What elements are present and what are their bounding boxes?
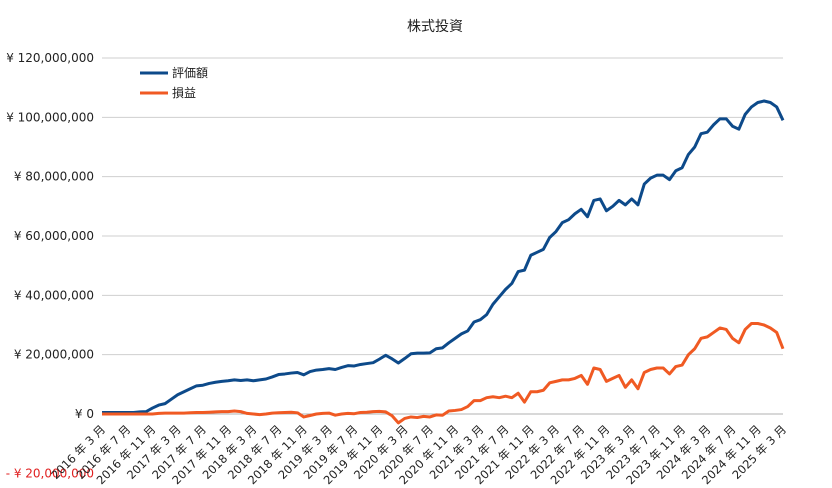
y-tick-label: ¥ 80,000,000	[14, 170, 94, 184]
y-tick-label: ¥ 0	[75, 407, 94, 421]
series-line-valuation	[102, 99, 785, 415]
gridlines	[102, 57, 783, 415]
y-tick-label: - ¥ 20,000,000	[6, 466, 94, 480]
y-tick-label: ¥ 120,000,000	[6, 51, 94, 65]
y-tick-label: ¥ 60,000,000	[14, 229, 94, 243]
y-tick-label: ¥ 20,000,000	[14, 348, 94, 362]
legend-label-profit: 損益	[172, 85, 196, 100]
y-axis-tick-labels: ¥ 120,000,000 ¥ 100,000,000 ¥ 80,000,000 ¥ …	[6, 51, 94, 480]
series-lines	[102, 99, 785, 425]
legend-label-valuation: 評価額	[172, 65, 208, 80]
y-tick-label: ¥ 40,000,000	[14, 288, 94, 302]
legend: 評価額 損益	[140, 65, 208, 100]
series-line-profit	[102, 322, 785, 425]
chart-title: 株式投資	[407, 19, 463, 35]
y-tick-label: ¥ 100,000,000	[6, 110, 94, 124]
